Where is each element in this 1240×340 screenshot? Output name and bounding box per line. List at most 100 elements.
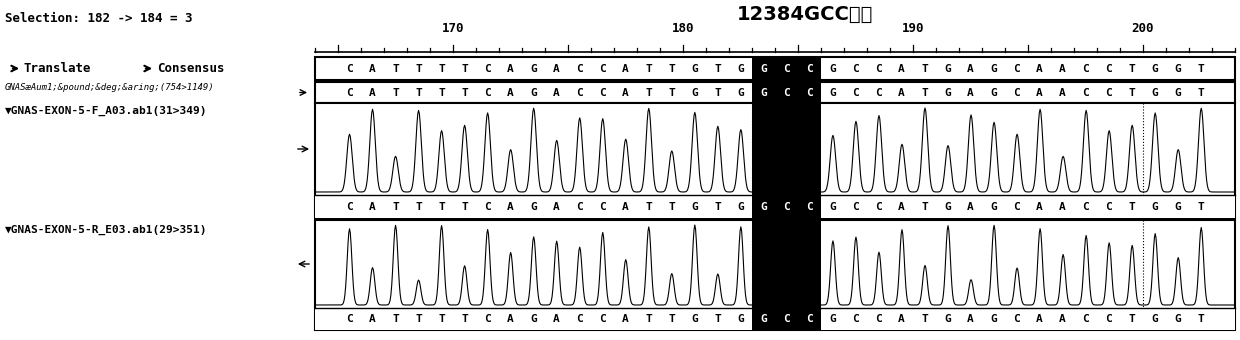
Text: G: G	[691, 64, 698, 73]
Text: T: T	[461, 64, 467, 73]
Text: C: C	[784, 64, 790, 73]
Text: C: C	[1105, 64, 1112, 73]
Text: A: A	[370, 87, 376, 98]
Text: G: G	[691, 314, 698, 324]
Text: A: A	[1059, 64, 1066, 73]
Bar	[315, 220, 1235, 330]
Text: T: T	[1197, 202, 1204, 211]
Text: A: A	[507, 87, 513, 98]
Text: G: G	[830, 87, 836, 98]
Text: A: A	[1037, 87, 1043, 98]
Text: G: G	[737, 87, 744, 98]
Text: A: A	[622, 64, 629, 73]
Text: A: A	[1037, 202, 1043, 211]
Text: T: T	[392, 64, 399, 73]
Text: G: G	[691, 87, 698, 98]
Text: A: A	[507, 314, 513, 324]
Text: C: C	[784, 87, 790, 98]
Text: C: C	[599, 202, 606, 211]
Text: C: C	[1083, 64, 1089, 73]
Text: A: A	[507, 64, 513, 73]
Text: G: G	[531, 202, 537, 211]
Text: C: C	[1013, 64, 1019, 73]
Text: G: G	[691, 202, 698, 211]
Text: G: G	[737, 64, 744, 73]
Text: G: G	[737, 202, 744, 211]
Text: GNASæAum1;&pound;&deg;&aring;(754>1149): GNASæAum1;&pound;&deg;&aring;(754>1149)	[5, 83, 215, 92]
Text: G: G	[830, 64, 836, 73]
Text: C: C	[577, 314, 583, 324]
Bar	[751, 103, 821, 218]
Text: T: T	[461, 87, 467, 98]
Text: T: T	[1128, 314, 1135, 324]
Text: C: C	[852, 202, 859, 211]
Text: C: C	[784, 314, 790, 324]
Text: T: T	[1197, 87, 1204, 98]
Text: T: T	[921, 87, 928, 98]
Text: A: A	[1059, 202, 1066, 211]
Text: T: T	[645, 64, 652, 73]
Text: C: C	[346, 64, 353, 73]
Text: A: A	[622, 314, 629, 324]
Text: A: A	[553, 202, 560, 211]
Text: T: T	[438, 202, 445, 211]
Text: C: C	[577, 87, 583, 98]
Text: C: C	[346, 314, 353, 324]
Text: T: T	[415, 87, 422, 98]
Text: G: G	[944, 314, 951, 324]
Text: T: T	[668, 314, 675, 324]
Text: A: A	[553, 314, 560, 324]
Text: T: T	[714, 87, 720, 98]
Text: T: T	[392, 314, 399, 324]
Text: A: A	[370, 202, 376, 211]
Text: T: T	[415, 64, 422, 73]
Text: G: G	[830, 202, 836, 211]
Text: G: G	[990, 314, 997, 324]
Text: G: G	[944, 64, 951, 73]
Text: C: C	[806, 64, 813, 73]
Text: T: T	[438, 314, 445, 324]
Text: A: A	[370, 64, 376, 73]
Text: C: C	[806, 314, 813, 324]
Text: C: C	[1013, 202, 1019, 211]
Text: T: T	[415, 202, 422, 211]
Text: A: A	[622, 87, 629, 98]
Text: C: C	[875, 314, 882, 324]
Text: A: A	[622, 202, 629, 211]
Text: C: C	[599, 64, 606, 73]
Text: T: T	[1128, 87, 1135, 98]
Text: C: C	[852, 64, 859, 73]
Text: T: T	[461, 202, 467, 211]
Text: Translate: Translate	[24, 62, 92, 75]
Text: C: C	[346, 87, 353, 98]
Text: A: A	[1037, 64, 1043, 73]
Text: G: G	[531, 64, 537, 73]
Text: A: A	[967, 87, 973, 98]
Text: G: G	[944, 202, 951, 211]
Text: C: C	[875, 87, 882, 98]
Text: G: G	[737, 314, 744, 324]
Text: G: G	[760, 314, 766, 324]
Text: G: G	[990, 202, 997, 211]
Text: C: C	[1105, 87, 1112, 98]
Text: C: C	[852, 87, 859, 98]
Text: C: C	[599, 87, 606, 98]
Text: T: T	[392, 202, 399, 211]
Text: A: A	[553, 87, 560, 98]
Text: C: C	[1013, 314, 1019, 324]
Text: G: G	[1174, 64, 1180, 73]
Text: A: A	[370, 314, 376, 324]
Text: C: C	[1083, 314, 1089, 324]
Text: C: C	[577, 64, 583, 73]
Text: G: G	[1174, 87, 1180, 98]
Text: C: C	[852, 314, 859, 324]
Text: G: G	[1151, 202, 1158, 211]
Text: ▼GNAS-EXON-5-F_A03.ab1(31>349): ▼GNAS-EXON-5-F_A03.ab1(31>349)	[5, 106, 207, 116]
Text: G: G	[1151, 64, 1158, 73]
Text: A: A	[898, 64, 905, 73]
Bar	[315, 57, 1235, 80]
Text: A: A	[1059, 87, 1066, 98]
Text: A: A	[507, 202, 513, 211]
Bar	[315, 195, 1235, 218]
Text: Selection: 182 -> 184 = 3: Selection: 182 -> 184 = 3	[5, 12, 192, 25]
